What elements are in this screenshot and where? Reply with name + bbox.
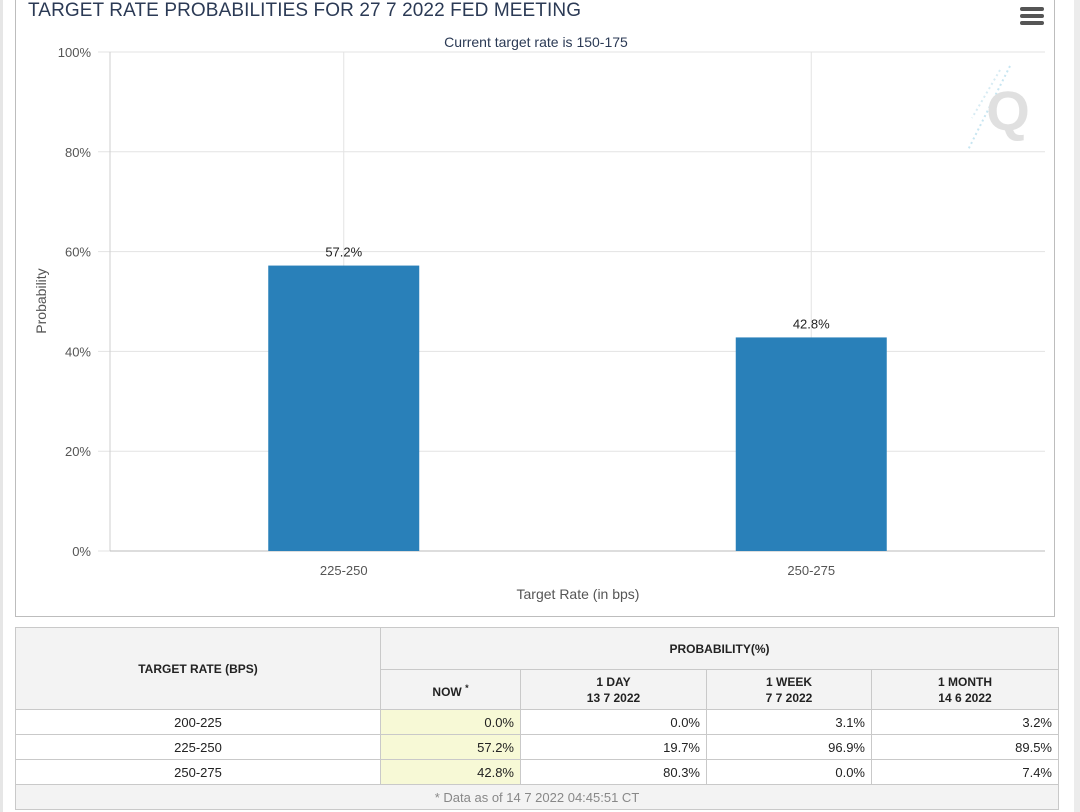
rate-cell: 250-275: [15, 759, 381, 785]
week-cell: 96.9%: [706, 734, 872, 760]
x-axis-label: Target Rate (in bps): [517, 586, 640, 602]
y-tick-label: 20%: [65, 444, 91, 459]
chart-subtitle: Current target rate is 150-175: [444, 34, 628, 50]
table-row: 225-250 57.2% 19.7% 96.9% 89.5%: [15, 734, 1059, 760]
week-cell: 3.1%: [706, 709, 872, 735]
one-week-column-header[interactable]: 1 WEEK 7 7 2022: [706, 669, 872, 710]
now-cell: 57.2%: [380, 734, 521, 760]
day-cell: 19.7%: [520, 734, 707, 760]
svg-text:Q: Q: [986, 79, 1030, 142]
chart-title: TARGET RATE PROBABILITIES FOR 27 7 2022 …: [28, 0, 582, 21]
left-window-edge: [0, 0, 3, 812]
watermark-logo-icon: Q: [967, 65, 1030, 151]
rate-cell: 200-225: [15, 709, 381, 735]
right-scrollbar-edge[interactable]: [1074, 0, 1080, 812]
target-rate-header: TARGET RATE (BPS): [15, 627, 381, 710]
week-cell: 0.0%: [706, 759, 872, 785]
probability-bar-chart: Current target rate is 150-175 0% 20% 40% 6…: [33, 34, 1045, 602]
month-cell: 3.2%: [871, 709, 1059, 735]
probability-group-header: PROBABILITY(%): [380, 627, 1059, 670]
gridlines: [98, 51, 1045, 552]
now-cell: 42.8%: [380, 759, 521, 785]
table-row: 200-225 0.0% 0.0% 3.1% 3.2%: [15, 709, 1059, 735]
x-tick-label: 250-275: [787, 563, 835, 578]
y-axis-label: Probability: [33, 268, 49, 333]
data-as-of-footnote: * Data as of 14 7 2022 04:45:51 CT: [15, 784, 1059, 810]
probability-table: TARGET RATE (BPS) PROBABILITY(%) NOW * 1…: [15, 627, 1059, 810]
bar-data-label: 57.2%: [325, 245, 362, 260]
month-cell: 7.4%: [871, 759, 1059, 785]
one-month-column-header[interactable]: 1 MONTH 14 6 2022: [871, 669, 1059, 710]
chart-menu-icon[interactable]: [1020, 7, 1044, 27]
x-tick-label: 225-250: [320, 563, 368, 578]
rate-cell: 225-250: [15, 734, 381, 760]
table-row: 250-275 42.8% 80.3% 0.0% 7.4%: [15, 759, 1059, 785]
bar: [735, 337, 887, 551]
month-cell: 89.5%: [871, 734, 1059, 760]
bar: [268, 265, 420, 551]
now-column-header[interactable]: NOW *: [380, 669, 521, 710]
bar-data-label: 42.8%: [793, 316, 830, 331]
y-tick-label: 60%: [65, 245, 91, 260]
now-cell: 0.0%: [380, 709, 521, 735]
one-day-column-header[interactable]: 1 DAY 13 7 2022: [520, 669, 707, 710]
bars: 57.2% 42.8%: [268, 245, 887, 551]
y-tick-label: 0%: [72, 544, 91, 559]
y-axis-ticks: 0% 20% 40% 60% 80% 100%: [58, 45, 92, 559]
y-tick-label: 100%: [58, 45, 92, 60]
day-cell: 80.3%: [520, 759, 707, 785]
x-axis-ticks: 225-250 250-275: [320, 563, 835, 578]
y-tick-label: 80%: [65, 145, 91, 160]
y-tick-label: 40%: [65, 344, 91, 359]
day-cell: 0.0%: [520, 709, 707, 735]
